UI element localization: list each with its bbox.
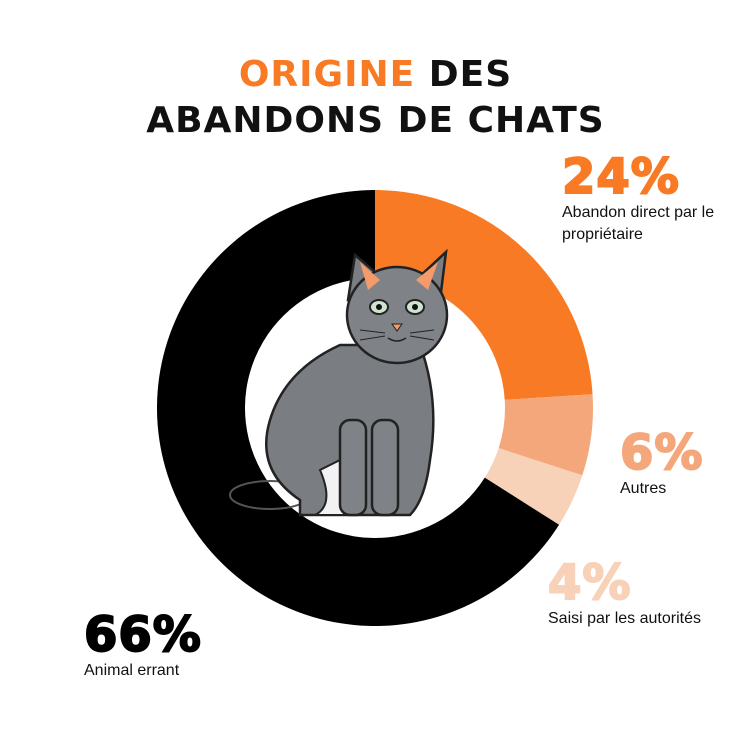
category-label: Autres — [620, 480, 667, 497]
category-label: Animal errant — [84, 662, 180, 679]
category-label: Saisi par les autorités — [548, 610, 701, 627]
donut-segment — [484, 448, 583, 525]
value-label: 6% — [619, 425, 704, 481]
value-label: 66% — [83, 607, 202, 663]
donut-segment — [498, 394, 593, 476]
cat-illustration — [229, 248, 449, 517]
title-part: DES — [428, 54, 513, 95]
value-label: 24% — [561, 149, 680, 205]
donut-segment — [375, 190, 593, 400]
title-highlight: ORIGINE — [238, 54, 416, 95]
value-label: 4% — [547, 555, 632, 611]
title-part: ABANDONS DE CHATS — [146, 100, 605, 141]
segment-label: 66% Animal errant — [83, 607, 259, 682]
chart-title: ORIGINE DES ABANDONS DE CHATS — [0, 52, 751, 144]
segment-label: 24% Abandon direct par le propriétaire — [561, 149, 737, 246]
donut-segment — [156, 190, 560, 627]
segment-label: 6% Autres — [619, 425, 751, 500]
category-label: Abandon direct par le propriétaire — [562, 204, 715, 243]
segment-label: 4% Saisi par les autorités — [547, 555, 723, 630]
